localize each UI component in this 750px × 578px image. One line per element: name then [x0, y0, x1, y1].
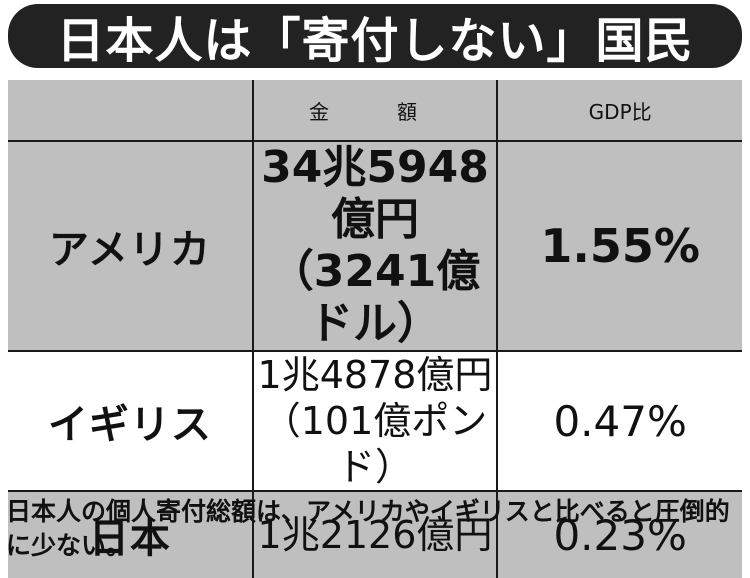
- title-banner: 日本人は「寄付しない」国民: [8, 4, 742, 69]
- amount-cell: 1兆4878億円 （101億ポンド）: [251, 350, 499, 492]
- table-row: アメリカ 34兆5948億円 （3241億ドル） 1.55%: [8, 140, 742, 352]
- header-country: [8, 80, 254, 142]
- table-row: 日本 1兆2126億円 0.23%: [8, 490, 742, 578]
- table-header-row: 金 額 GDP比: [8, 80, 742, 142]
- amount-yen: 34兆5948億円: [261, 142, 489, 245]
- header-amount: 金 額: [251, 80, 499, 142]
- amount-cell: 1兆2126億円: [251, 490, 499, 578]
- amount-foreign: （3241億ドル）: [269, 246, 481, 349]
- country-cell: イギリス: [8, 350, 254, 492]
- amount-yen: 1兆2126億円: [257, 513, 493, 557]
- gdp-ratio-cell: 0.23%: [496, 490, 742, 578]
- country-cell: アメリカ: [8, 140, 254, 352]
- page-title: 日本人は「寄付しない」国民: [56, 13, 694, 69]
- donation-table: 金 額 GDP比 アメリカ 34兆5948億円 （3241億ドル） 1.55% …: [8, 80, 742, 578]
- gdp-ratio-cell: 1.55%: [496, 140, 742, 352]
- amount-yen: 1兆4878億円: [257, 353, 493, 397]
- header-gdp-ratio: GDP比: [496, 80, 742, 142]
- caption: 日本人の個人寄付総額は、アメリカやイギリスと比べると圧倒的に少ない。: [6, 497, 730, 560]
- table-row: イギリス 1兆4878億円 （101億ポンド） 0.47%: [8, 350, 742, 492]
- country-cell: 日本: [8, 490, 254, 578]
- amount-foreign: （101億ポンド）: [262, 399, 488, 489]
- gdp-ratio-cell: 0.47%: [496, 350, 742, 492]
- amount-cell: 34兆5948億円 （3241億ドル）: [251, 140, 499, 352]
